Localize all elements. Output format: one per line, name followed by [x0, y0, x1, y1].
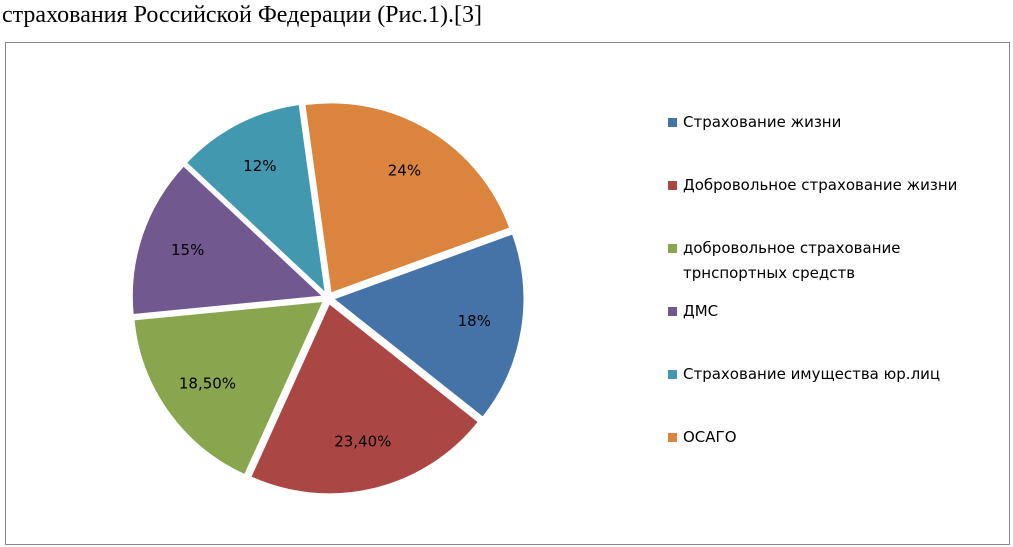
legend-swatch [668, 307, 677, 316]
legend: Страхование жизни Добровольное страховани… [668, 110, 998, 488]
legend-label: Добровольное страхование жизни [683, 176, 958, 194]
chart-frame [5, 42, 1010, 545]
header-text: страхования Российской Федерации (Рис.1)… [2, 2, 482, 28]
data-label: 18,50% [179, 375, 236, 393]
pie-slice [185, 103, 326, 295]
legend-label: Страхование имущества юр.лиц [683, 365, 941, 383]
legend-item: Страхование имущества юр.лиц [668, 362, 998, 425]
legend-label: Страхование жизни [683, 113, 842, 131]
legend-label: добровольное страхование трнспортных сре… [683, 239, 901, 282]
legend-item: добровольное страхование трнспортных сре… [668, 236, 998, 299]
data-label: 18% [458, 312, 491, 330]
legend-swatch [668, 244, 677, 253]
legend-swatch [668, 370, 677, 379]
legend-item: Страхование жизни [668, 110, 998, 173]
data-label: 12% [243, 157, 276, 175]
legend-swatch [668, 118, 677, 127]
legend-label: ДМС [683, 302, 719, 320]
data-label: 24% [388, 162, 421, 180]
legend-item: Добровольное страхование жизни [668, 173, 998, 236]
pie-slice [131, 165, 324, 316]
data-label: 23,40% [334, 433, 391, 451]
data-label: 15% [171, 241, 204, 259]
legend-item: ОСАГО [668, 425, 998, 488]
legend-swatch [668, 433, 677, 442]
legend-label: ОСАГО [683, 428, 737, 446]
pie-slice [304, 102, 511, 294]
pie-slice [133, 300, 324, 476]
legend-item: ДМС [668, 299, 998, 362]
pie-slice [332, 233, 525, 418]
legend-swatch [668, 181, 677, 190]
pie-slice [250, 303, 479, 495]
